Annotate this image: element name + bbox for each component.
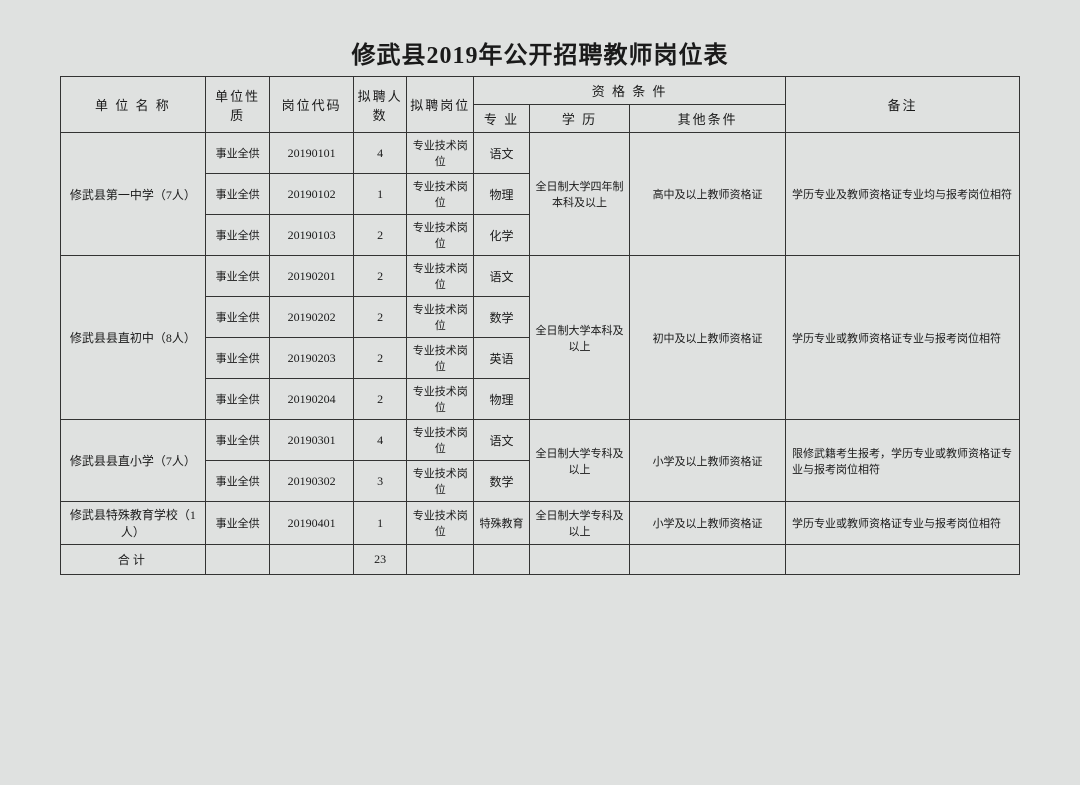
cell-code: 20190101 [270, 133, 354, 174]
cell-nature: 事业全供 [205, 174, 270, 215]
cell-position: 专业技术岗位 [407, 420, 474, 461]
cell-unit-name: 修武县县直初中（8人） [61, 256, 206, 420]
cell-total-label: 合计 [61, 545, 206, 575]
cell-nature: 事业全供 [205, 297, 270, 338]
cell-empty [786, 545, 1020, 575]
cell-major: 语文 [474, 420, 530, 461]
cell-empty [270, 545, 354, 575]
cell-position: 专业技术岗位 [407, 256, 474, 297]
cell-major: 数学 [474, 297, 530, 338]
cell-empty [630, 545, 786, 575]
cell-major: 英语 [474, 338, 530, 379]
cell-nature: 事业全供 [205, 133, 270, 174]
cell-other: 小学及以上教师资格证 [630, 502, 786, 545]
cell-nature: 事业全供 [205, 420, 270, 461]
table-header-row-1: 单 位 名 称 单位性质 岗位代码 拟聘人数 拟聘岗位 资 格 条 件 备注 [61, 77, 1020, 105]
cell-other: 初中及以上教师资格证 [630, 256, 786, 420]
cell-position: 专业技术岗位 [407, 338, 474, 379]
cell-major: 特殊教育 [474, 502, 530, 545]
cell-major: 物理 [474, 174, 530, 215]
table-body: 修武县第一中学（7人） 事业全供 20190101 4 专业技术岗位 语文 全日… [61, 133, 1020, 575]
cell-total-count: 23 [353, 545, 406, 575]
cell-empty [205, 545, 270, 575]
cell-code: 20190102 [270, 174, 354, 215]
header-other-condition: 其他条件 [630, 105, 786, 133]
cell-empty [474, 545, 530, 575]
cell-nature: 事业全供 [205, 215, 270, 256]
header-position-code: 岗位代码 [270, 77, 354, 133]
document-page: 修武县2019年公开招聘教师岗位表 单 位 名 称 单位性质 岗位代码 拟聘人数… [60, 35, 1020, 575]
cell-unit-name: 修武县县直小学（7人） [61, 420, 206, 502]
cell-count: 4 [353, 420, 406, 461]
cell-code: 20190201 [270, 256, 354, 297]
cell-count: 2 [353, 338, 406, 379]
header-hire-position: 拟聘岗位 [407, 77, 474, 133]
header-hire-count: 拟聘人数 [353, 77, 406, 133]
cell-major: 化学 [474, 215, 530, 256]
cell-code: 20190401 [270, 502, 354, 545]
cell-other: 高中及以上教师资格证 [630, 133, 786, 256]
table-total-row: 合计 23 [61, 545, 1020, 575]
cell-education: 全日制大学专科及以上 [529, 420, 629, 502]
table-row: 修武县第一中学（7人） 事业全供 20190101 4 专业技术岗位 语文 全日… [61, 133, 1020, 174]
cell-code: 20190301 [270, 420, 354, 461]
recruitment-table: 单 位 名 称 单位性质 岗位代码 拟聘人数 拟聘岗位 资 格 条 件 备注 专… [60, 76, 1020, 575]
table-row: 修武县县直初中（8人） 事业全供 20190201 2 专业技术岗位 语文 全日… [61, 256, 1020, 297]
cell-count: 1 [353, 502, 406, 545]
cell-education: 全日制大学四年制本科及以上 [529, 133, 629, 256]
cell-position: 专业技术岗位 [407, 133, 474, 174]
cell-remark: 学历专业或教师资格证专业与报考岗位相符 [786, 502, 1020, 545]
cell-major: 语文 [474, 133, 530, 174]
table-row: 修武县特殊教育学校（1人） 事业全供 20190401 1 专业技术岗位 特殊教… [61, 502, 1020, 545]
cell-code: 20190204 [270, 379, 354, 420]
cell-remark: 学历专业或教师资格证专业与报考岗位相符 [786, 256, 1020, 420]
cell-unit-name: 修武县特殊教育学校（1人） [61, 502, 206, 545]
cell-education: 全日制大学专科及以上 [529, 502, 629, 545]
cell-count: 4 [353, 133, 406, 174]
cell-nature: 事业全供 [205, 379, 270, 420]
header-education: 学 历 [529, 105, 629, 133]
header-unit-nature: 单位性质 [205, 77, 270, 133]
cell-position: 专业技术岗位 [407, 297, 474, 338]
header-remark: 备注 [786, 77, 1020, 133]
cell-count: 3 [353, 461, 406, 502]
cell-major: 物理 [474, 379, 530, 420]
cell-count: 2 [353, 256, 406, 297]
cell-position: 专业技术岗位 [407, 461, 474, 502]
cell-count: 1 [353, 174, 406, 215]
cell-position: 专业技术岗位 [407, 502, 474, 545]
cell-code: 20190302 [270, 461, 354, 502]
cell-empty [407, 545, 474, 575]
cell-position: 专业技术岗位 [407, 215, 474, 256]
table-row: 修武县县直小学（7人） 事业全供 20190301 4 专业技术岗位 语文 全日… [61, 420, 1020, 461]
cell-remark: 学历专业及教师资格证专业均与报考岗位相符 [786, 133, 1020, 256]
cell-nature: 事业全供 [205, 461, 270, 502]
cell-nature: 事业全供 [205, 502, 270, 545]
cell-count: 2 [353, 215, 406, 256]
cell-count: 2 [353, 297, 406, 338]
cell-position: 专业技术岗位 [407, 379, 474, 420]
cell-empty [529, 545, 629, 575]
cell-other: 小学及以上教师资格证 [630, 420, 786, 502]
page-title: 修武县2019年公开招聘教师岗位表 [60, 35, 1020, 70]
cell-major: 数学 [474, 461, 530, 502]
cell-education: 全日制大学本科及以上 [529, 256, 629, 420]
cell-code: 20190202 [270, 297, 354, 338]
header-unit-name: 单 位 名 称 [61, 77, 206, 133]
cell-code: 20190103 [270, 215, 354, 256]
header-major: 专 业 [474, 105, 530, 133]
cell-position: 专业技术岗位 [407, 174, 474, 215]
cell-unit-name: 修武县第一中学（7人） [61, 133, 206, 256]
cell-nature: 事业全供 [205, 256, 270, 297]
cell-remark: 限修武籍考生报考，学历专业或教师资格证专业与报考岗位相符 [786, 420, 1020, 502]
cell-nature: 事业全供 [205, 338, 270, 379]
cell-major: 语文 [474, 256, 530, 297]
cell-code: 20190203 [270, 338, 354, 379]
header-qualification: 资 格 条 件 [474, 77, 786, 105]
cell-count: 2 [353, 379, 406, 420]
